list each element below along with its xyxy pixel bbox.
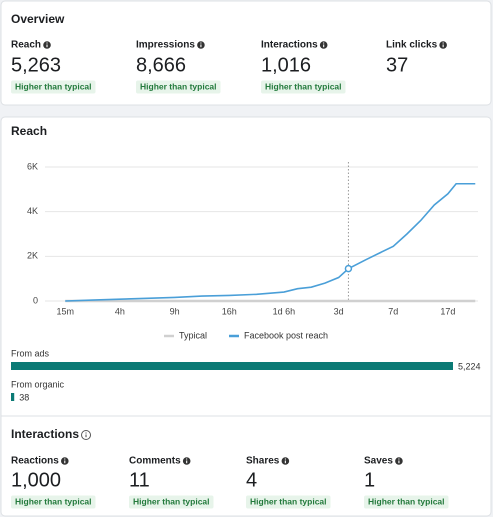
interactions-title: Interactions — [11, 427, 79, 441]
badge — [11, 80, 96, 94]
metric-value: 1,016 — [261, 54, 311, 76]
metric-label: Comments — [129, 456, 181, 467]
info-icon — [284, 458, 286, 460]
info-icon — [85, 432, 87, 434]
overview-card — [0, 0, 492, 106]
info-icon — [323, 42, 325, 44]
metric-label: Link clicks — [386, 40, 438, 51]
metric-value: 1,000 — [11, 469, 61, 491]
badge-text: Higher than typical — [368, 496, 445, 506]
series-line — [65, 182, 476, 302]
badge-text: Higher than typical — [250, 496, 327, 506]
info-icon — [64, 458, 66, 460]
badge — [129, 495, 214, 509]
source-bar — [11, 393, 15, 401]
metric-label: Interactions — [261, 40, 318, 51]
source-value: 38 — [19, 392, 29, 402]
source-label: From ads — [11, 348, 50, 358]
info-icon — [398, 458, 400, 460]
metric-label: Reactions — [11, 456, 59, 467]
badge-text: Higher than typical — [133, 496, 210, 506]
badge — [11, 495, 96, 509]
legend-label: Typical — [179, 330, 207, 340]
badge-text: Higher than typical — [15, 496, 92, 506]
source-label: From organic — [11, 379, 65, 389]
badge — [261, 80, 346, 94]
x-tick-label: 15m — [56, 306, 74, 316]
info-icon — [186, 458, 188, 460]
info-icon — [442, 42, 444, 44]
x-tick-label: 17d — [440, 306, 455, 316]
badge — [136, 80, 221, 94]
metric-value: 37 — [386, 54, 408, 76]
metric-value: 8,666 — [136, 54, 186, 76]
metric-value: 4 — [246, 469, 257, 491]
metric-label: Shares — [246, 456, 280, 467]
highlight-point — [344, 264, 353, 273]
x-tick-label: 3d — [334, 306, 344, 316]
source-value: 5,224 — [458, 361, 481, 371]
info-icon — [81, 430, 92, 440]
info-icon — [200, 42, 202, 44]
metric-value: 5,263 — [11, 54, 61, 76]
metric-label: Impressions — [136, 40, 195, 51]
overview-title: Overview — [11, 12, 65, 26]
y-tick-label: 2K — [27, 251, 38, 261]
x-tick-label: 9h — [170, 306, 180, 316]
legend-label: Facebook post reach — [244, 330, 328, 340]
metric-label: Saves — [364, 456, 393, 467]
source-bar — [11, 362, 453, 370]
info-icon — [46, 42, 48, 44]
badge-text: Higher than typical — [15, 81, 92, 91]
reach-title: Reach — [11, 124, 47, 138]
badge-text: Higher than typical — [140, 81, 217, 91]
metric-value: 1 — [364, 469, 375, 491]
x-tick-label: 7d — [388, 306, 398, 316]
badge-text: Higher than typical — [265, 81, 342, 91]
badge — [246, 495, 331, 509]
badge — [364, 495, 449, 509]
x-tick-label: 16h — [222, 306, 237, 316]
y-tick-label: 4K — [27, 206, 38, 216]
x-tick-label: 1d 6h — [273, 306, 296, 316]
metric-value: 11 — [129, 469, 150, 491]
y-tick-label: 6K — [27, 161, 38, 171]
y-tick-label: 0 — [33, 295, 38, 305]
metric-label: Reach — [11, 40, 41, 51]
x-tick-label: 4h — [115, 306, 125, 316]
